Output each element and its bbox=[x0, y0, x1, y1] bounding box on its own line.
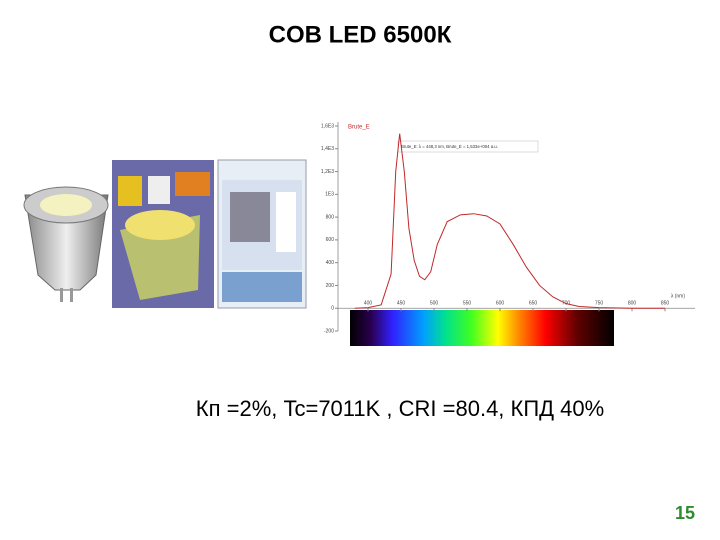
x-tick-label: 600 bbox=[496, 301, 505, 307]
y-tick-label: 0 bbox=[331, 306, 334, 312]
y-tick-label: 1,4E3 bbox=[321, 146, 334, 152]
chart-title: Brute_E bbox=[348, 125, 370, 131]
annotation: Brute_E: λ = 448,3 nm, Brute_E = 1,533e+… bbox=[401, 144, 498, 149]
x-tick-label: 400 bbox=[364, 301, 373, 307]
y-tick-label: 1,2E3 bbox=[321, 169, 334, 175]
lamp-photo bbox=[23, 186, 109, 302]
spectrum-chart: -200 0 200 400 600 800 1E3 1,2E3 1,4E3 1,6E3 400 45… bbox=[321, 122, 695, 346]
y-tick-label: 200 bbox=[326, 283, 335, 289]
x-tick-label: 550 bbox=[463, 301, 472, 307]
box-back-photo bbox=[217, 159, 307, 309]
box-front-photo bbox=[112, 160, 214, 308]
slide-title: COB LED 6500К bbox=[269, 21, 452, 48]
x-axis-label: λ (nm) bbox=[671, 294, 686, 300]
parameters-text: Кп =2%, Tc=7011K , CRI =80.4, КПД 40% bbox=[196, 396, 604, 421]
y-tick-label: -200 bbox=[324, 328, 334, 334]
page-number: 15 bbox=[675, 503, 695, 523]
y-tick-label: 1,6E3 bbox=[321, 123, 334, 129]
x-tick-label: 650 bbox=[529, 301, 538, 307]
y-tick-label: 1E3 bbox=[325, 192, 334, 198]
x-tick-label: 800 bbox=[628, 301, 637, 307]
x-tick-label: 500 bbox=[430, 301, 439, 307]
x-tick-label: 850 bbox=[661, 301, 670, 307]
y-tick-label: 400 bbox=[326, 260, 335, 266]
y-tick-label: 800 bbox=[326, 214, 335, 220]
x-tick-label: 750 bbox=[595, 301, 604, 307]
x-tick-label: 450 bbox=[397, 301, 406, 307]
color-spectrum-strip bbox=[350, 310, 614, 346]
spectrum-line bbox=[354, 133, 665, 309]
y-tick-label: 600 bbox=[326, 237, 335, 243]
